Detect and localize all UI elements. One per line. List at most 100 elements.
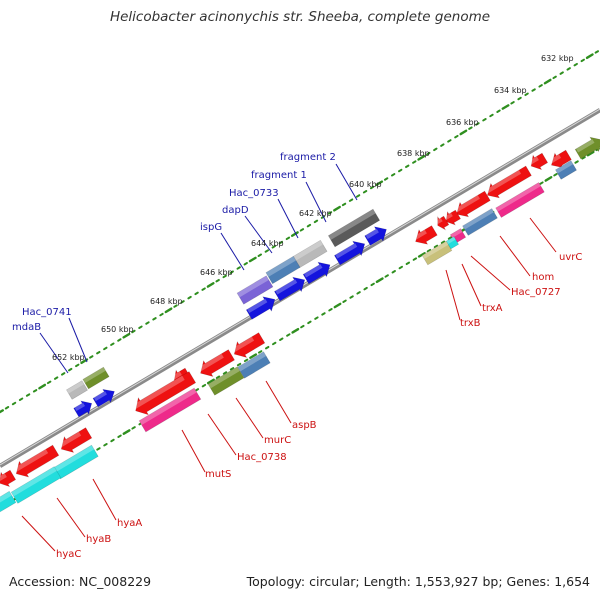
feature-shine (0, 473, 7, 482)
feature-cyan (10, 466, 62, 504)
feature-blue (92, 389, 115, 408)
ruler-dot (117, 434, 122, 438)
feature-blue (245, 296, 276, 320)
gene-label-hac-0733[interactable]: Hac_0733 (229, 188, 279, 199)
feature-shine (66, 380, 85, 394)
ruler-dot (573, 62, 578, 67)
forward-gene-labels: fragment 2 fragment 1 Hac_0733 dapD ispG… (12, 152, 336, 333)
ruler-dot (333, 302, 342, 309)
ruler-dot (349, 295, 354, 299)
feature-red (444, 209, 461, 226)
gene-label-hyab[interactable]: hyaB (86, 534, 111, 545)
feature-shine (304, 264, 323, 278)
ruler-dot (552, 75, 557, 80)
ruler-dot (215, 278, 220, 283)
ruler-dot (328, 307, 333, 312)
ruler-dot (412, 160, 417, 164)
feature-body (530, 152, 549, 171)
feature-body (456, 190, 491, 218)
gene-label-hyaa[interactable]: hyaA (117, 518, 142, 529)
gene-label-murc[interactable]: murC (264, 435, 291, 446)
ruler-dot (433, 244, 439, 249)
ruler-dot (459, 129, 468, 136)
gene-label-hac-0738[interactable]: Hac_0738 (237, 452, 287, 463)
ruler-dot (553, 172, 558, 177)
ruler-outer-dots (0, 50, 599, 414)
ruler-dot (152, 317, 157, 321)
feature-body (0, 490, 17, 514)
tick-label: 648 kbp (150, 297, 183, 306)
feature-body (66, 380, 88, 400)
feature-dark-grey (327, 208, 381, 248)
ruler-dot (417, 154, 426, 161)
ruler-dot (517, 96, 522, 101)
gene-label-hyac[interactable]: hyaC (56, 549, 81, 560)
gene-label-mdab[interactable]: mdaB (12, 322, 41, 333)
gene-label-hac-0741[interactable]: Hac_0741 (22, 307, 72, 318)
ruler-dot (194, 388, 200, 392)
ruler-dot (566, 67, 571, 71)
ruler-dot (510, 101, 515, 105)
gene-label-muts[interactable]: mutS (205, 469, 231, 480)
gene-label-hom[interactable]: hom (532, 272, 554, 283)
gene-label-fragment-2[interactable]: fragment 2 (280, 152, 336, 163)
ruler-dot (194, 291, 199, 296)
feature-shine (444, 212, 453, 221)
feature-body (138, 387, 202, 433)
feature-shine (247, 298, 268, 314)
feature-steel (555, 160, 577, 180)
ruler-dot (32, 389, 38, 393)
ruler-dot (291, 327, 300, 334)
feature-khaki (421, 240, 453, 266)
feature-body (200, 349, 235, 377)
leader-ispg (220, 232, 245, 271)
feature-shine (208, 366, 240, 389)
feature-red (436, 215, 450, 231)
feature-shine (133, 375, 185, 409)
feature-magenta (138, 387, 202, 433)
gene-label-ispg[interactable]: ispG (200, 222, 222, 233)
feature-magenta (495, 182, 545, 218)
feature-red (133, 371, 197, 416)
ruler-dot (482, 117, 487, 122)
feature-shine (450, 228, 463, 239)
feature-shine (292, 240, 323, 261)
gene-label-fragment-1[interactable]: fragment 1 (251, 170, 307, 181)
feature-shine (549, 154, 562, 164)
tick-labels: 632 kbp 634 kbp 636 kbp 638 kbp 640 kbp … (52, 54, 574, 362)
ruler-dot (164, 307, 173, 314)
ruler-dot (405, 164, 410, 169)
ruler-dot (131, 426, 136, 430)
feature-body (73, 400, 93, 418)
feature-body (15, 444, 60, 478)
leader-trxb (445, 269, 461, 321)
feature-shine (198, 353, 224, 372)
ruler-dot (370, 282, 375, 287)
gene-label-hac-0727[interactable]: Hac_0727 (511, 287, 561, 298)
ruler-dot (447, 139, 452, 143)
leader-hac-0738 (207, 413, 237, 456)
ruler-dot (243, 358, 249, 363)
gene-label-trxb[interactable]: trxB (460, 318, 481, 329)
feature-shine (576, 139, 595, 153)
ruler-dot (342, 299, 347, 303)
feature-olive (207, 366, 245, 396)
gene-label-dapd[interactable]: dapD (222, 205, 249, 216)
ruler-dot (264, 249, 270, 253)
ruler-dot (398, 168, 403, 173)
ruler-dot (122, 429, 131, 435)
gene-label-trxa[interactable]: trxA (482, 303, 503, 314)
feature-cyan (53, 444, 99, 480)
ruler-dot (390, 173, 396, 177)
genome-summary-text: Topology: circular; Length: 1,553,927 bp… (246, 574, 590, 589)
ruler-dot (18, 397, 24, 402)
ruler-dot (117, 338, 122, 342)
label-leader-lines (21, 163, 557, 552)
feature-body (265, 255, 301, 285)
ruler-dot (180, 300, 185, 304)
gene-label-aspb[interactable]: aspB (292, 420, 317, 431)
feature-red (485, 165, 532, 199)
gene-label-uvrc[interactable]: uvrC (559, 252, 582, 263)
feature-body (334, 240, 366, 266)
feature-shine (265, 256, 296, 277)
